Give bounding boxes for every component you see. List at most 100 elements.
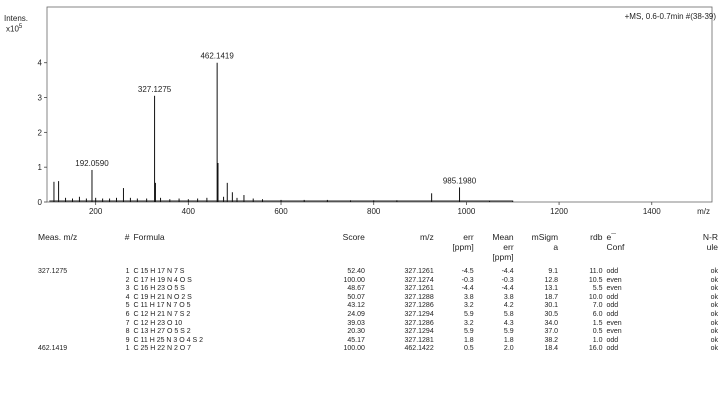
cell-mean: 4.2 — [503, 302, 514, 310]
cell-meas — [36, 311, 105, 320]
cell-conf: even — [606, 276, 622, 284]
cell-rdb: 5.5 — [592, 285, 603, 293]
cell-meas — [36, 337, 105, 346]
cell-mz: 462.1422 — [404, 345, 434, 353]
cell-nrule: ok — [710, 268, 718, 275]
cell-msigma: 12.8 — [544, 276, 559, 284]
cell-err: -4.4 — [461, 285, 474, 293]
y-exp-base: x10 — [6, 24, 19, 34]
column-header-score: Score — [269, 232, 367, 268]
cell-mz: 327.1281 — [404, 336, 434, 344]
cell-mean: -4.4 — [501, 285, 514, 293]
y-exp-power: 5 — [18, 24, 23, 30]
cell-err: 1.8 — [463, 336, 474, 344]
cell-err: 5.9 — [463, 328, 474, 336]
cell-conf: odd — [606, 302, 619, 310]
cell-mean: 2.0 — [503, 345, 514, 353]
cell-score: 45.17 — [347, 336, 365, 344]
cell-meas — [36, 285, 105, 294]
cell-rdb: 6.0 — [592, 310, 603, 318]
cell-msigma: 30.1 — [544, 302, 559, 310]
cell-num: 1 — [125, 268, 130, 275]
column-header-formula: Formula — [131, 232, 269, 268]
y-tick-label: 0 — [38, 198, 43, 207]
column-header-mz: m/z — [367, 232, 436, 268]
column-header-meas: Meas. m/z — [36, 232, 105, 268]
column-header-text: Formula — [133, 232, 165, 242]
y-tick-label: 3 — [38, 94, 43, 103]
x-tick-label: 1200 — [550, 207, 568, 216]
cell-err: 3.2 — [463, 302, 474, 310]
cell-num: 7 — [125, 319, 130, 327]
cell-err: 3.8 — [463, 293, 474, 301]
x-axis-label: m/z — [697, 207, 710, 216]
cell-msigma: 9.1 — [548, 268, 559, 275]
column-header-text: a — [553, 242, 559, 252]
cell-num: 6 — [125, 310, 130, 318]
cell-err: -0.3 — [461, 276, 474, 284]
y-tick-label: 1 — [38, 163, 43, 172]
column-header-text: # — [124, 232, 130, 242]
cell-score: 100.00 — [343, 345, 365, 353]
column-header-msigma: mSigm a — [516, 232, 560, 268]
cell-mean: 5.8 — [503, 310, 514, 318]
x-tick-label: 600 — [274, 207, 288, 216]
cell-score: 43.12 — [347, 302, 365, 310]
cell-err: 0.5 — [463, 345, 474, 353]
table-row: 462.1419 1 C 25 H 22 N 2 O 7 100.00 462.1422… — [36, 345, 720, 354]
cell-mean: -4.4 — [501, 268, 514, 275]
cell-formula: C 19 H 21 N O 2 S — [133, 293, 192, 301]
cell-score: 24.09 — [347, 310, 365, 318]
cell-conf: odd — [606, 268, 619, 275]
column-header-conf: e¯ Conf — [604, 232, 648, 268]
cell-meas — [36, 294, 105, 303]
cell-num: 3 — [125, 285, 130, 293]
cell-mz: 327.1286 — [404, 319, 434, 327]
column-header-text: Meas. m/z — [38, 232, 78, 242]
cell-err: 3.2 — [463, 319, 474, 327]
table-row: 327.1275 1 C 15 H 17 N 7 S 52.40 327.1261 -4.… — [36, 268, 720, 277]
cell-msigma: 37.0 — [544, 328, 559, 336]
column-header-text: err — [503, 242, 514, 252]
cell-mz: 327.1294 — [404, 328, 434, 336]
cell-mz: 327.1286 — [404, 302, 434, 310]
cell-rdb: 16.0 — [588, 345, 603, 353]
y-axis-exponent: x105 — [6, 23, 22, 34]
x-tick-label: 200 — [89, 207, 103, 216]
column-header-err: err [ppm] — [436, 232, 476, 268]
cell-msigma: 18.7 — [544, 293, 559, 301]
cell-mz: 327.1294 — [404, 310, 434, 318]
cell-conf: even — [606, 319, 622, 327]
cell-msigma: 38.2 — [544, 336, 559, 344]
cell-msigma: 30.5 — [544, 310, 559, 318]
cell-num: 5 — [125, 302, 130, 310]
table-body: 327.1275 1 C 15 H 17 N 7 S 52.40 327.1261 -4.… — [36, 268, 720, 354]
cell-mean: 5.9 — [503, 328, 514, 336]
cell-nrule: ok — [710, 328, 718, 336]
cell-score: 100.00 — [343, 276, 365, 284]
cell-msigma: 18.4 — [544, 345, 559, 353]
cell-rdb: 0.5 — [592, 328, 603, 336]
y-tick-label: 2 — [38, 128, 43, 137]
cell-mean: -0.3 — [501, 276, 514, 284]
column-header-num: # — [105, 232, 132, 268]
x-tick-label: 1000 — [457, 207, 475, 216]
cell-mz: 327.1261 — [404, 268, 434, 275]
cell-formula: C 12 H 23 O 10 — [133, 319, 183, 327]
cell-msigma: 34.0 — [544, 319, 559, 327]
peak-label: 192.0590 — [75, 159, 109, 168]
cell-nrule: ok — [710, 345, 718, 353]
peak-label: 985.1980 — [443, 176, 477, 185]
cell-score: 52.40 — [347, 268, 365, 275]
column-header-text: mSigm — [531, 232, 559, 242]
table-header-row: Meas. m/z # Formula Score m/z err [ppm] Mean err… — [36, 232, 720, 268]
cell-formula: C 17 H 19 N 4 O S — [133, 276, 192, 284]
peak-label: 327.1275 — [138, 85, 172, 94]
cell-formula: C 25 H 22 N 2 O 7 — [133, 345, 192, 353]
cell-score: 20.30 — [347, 328, 365, 336]
